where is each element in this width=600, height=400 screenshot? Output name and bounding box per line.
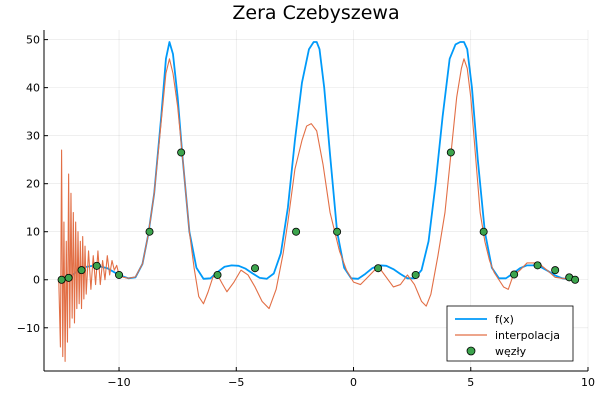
node-point-0 (57, 275, 66, 284)
node-point-17 (551, 266, 560, 275)
x-tick-label-1: −5 (228, 376, 244, 389)
node-point-3 (92, 261, 101, 270)
y-tick-label-2: 10 (26, 226, 40, 239)
chart-title: Zera Czebyszewa (232, 2, 399, 24)
x-axis-ticks: −10 −5 0 5 10 (107, 367, 595, 389)
node-point-8 (251, 264, 260, 273)
node-point-12 (411, 270, 420, 279)
node-point-14 (479, 227, 488, 236)
node-point-15 (510, 270, 519, 279)
legend-label-0: f(x) (495, 313, 514, 326)
node-point-9 (292, 227, 301, 236)
node-point-2 (77, 266, 86, 275)
x-tick-label-0: −10 (107, 376, 130, 389)
node-point-19 (571, 275, 580, 284)
y-tick-label-5: 40 (26, 82, 40, 95)
node-point-7 (213, 270, 222, 279)
node-point-6 (177, 148, 186, 157)
node-markers (57, 148, 580, 284)
legend-label-1: interpolacja (495, 329, 560, 342)
legend-label-2: węzły (495, 345, 527, 358)
y-tick-label-6: 50 (26, 34, 40, 47)
node-point-10 (333, 227, 342, 236)
x-tick-label-3: 5 (467, 376, 474, 389)
x-tick-label-2: 0 (350, 376, 357, 389)
y-tick-label-1: 0 (33, 274, 40, 287)
series-line-interpolacja (58, 58, 575, 362)
node-point-4 (115, 270, 124, 279)
series-line-fx (58, 41, 575, 281)
y-axis-ticks: −10 0 10 20 30 40 50 (17, 34, 48, 335)
y-tick-label-4: 30 (26, 130, 40, 143)
series-layer (58, 41, 575, 362)
node-point-5 (145, 227, 154, 236)
grid (44, 30, 589, 371)
legend: f(x) interpolacja węzły (446, 305, 574, 362)
y-tick-label-3: 20 (26, 178, 40, 191)
node-point-13 (446, 148, 455, 157)
node-point-11 (374, 264, 383, 273)
node-point-1 (64, 273, 73, 282)
y-tick-label-0: −10 (17, 322, 40, 335)
plot-frame (43, 30, 588, 372)
legend-swatch-2 (466, 346, 476, 356)
node-point-16 (533, 261, 542, 270)
x-tick-label-4: 10 (581, 376, 595, 389)
